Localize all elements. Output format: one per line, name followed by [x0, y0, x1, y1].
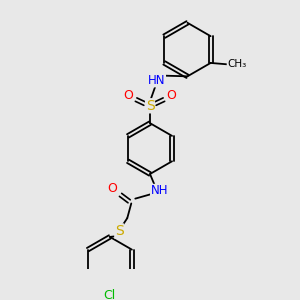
Text: NH: NH — [151, 184, 168, 197]
Text: Cl: Cl — [104, 289, 116, 300]
Text: O: O — [124, 88, 134, 102]
Text: O: O — [108, 182, 118, 195]
Text: S: S — [115, 224, 124, 238]
Text: CH₃: CH₃ — [227, 59, 247, 69]
Text: O: O — [167, 88, 176, 102]
Text: S: S — [146, 99, 154, 113]
Text: HN: HN — [148, 74, 165, 87]
